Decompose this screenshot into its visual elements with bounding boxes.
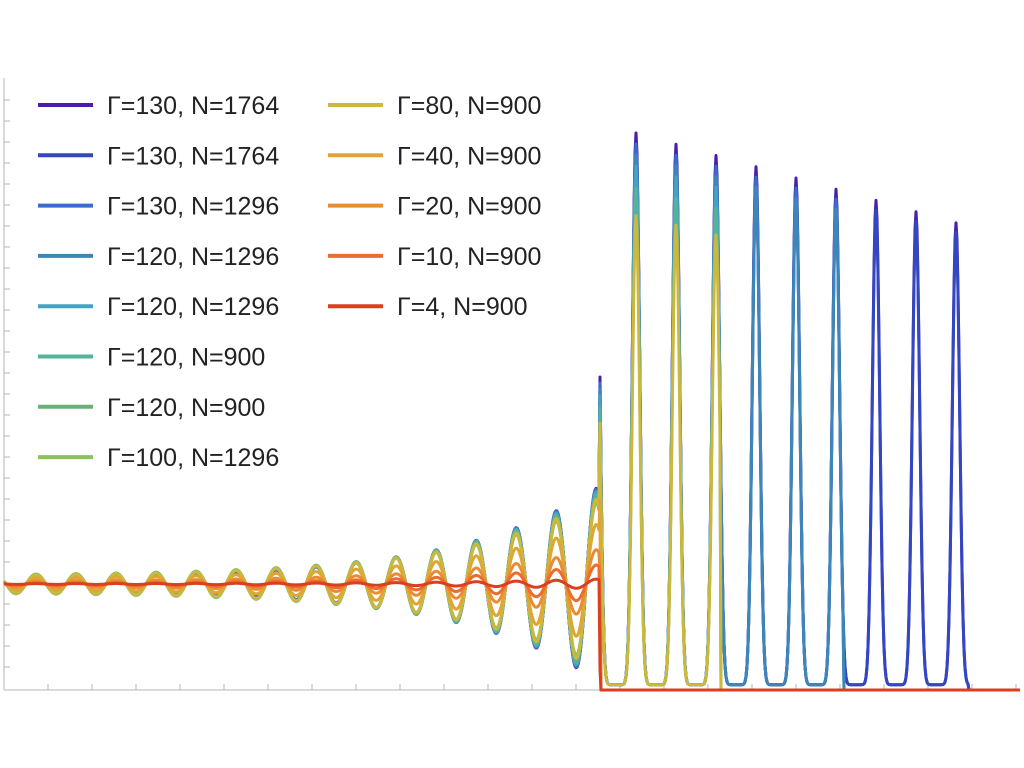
legend-item: Γ=80, N=900 [328, 92, 541, 120]
legend-label: Γ=130, N=1296 [107, 193, 279, 221]
legend-item: Γ=120, N=1296 [38, 293, 279, 321]
legend-label: Γ=120, N=1296 [107, 243, 279, 271]
legend-label: Γ=80, N=900 [397, 92, 541, 120]
legend-label: Γ=4, N=900 [397, 293, 528, 321]
legend-label: Γ=120, N=900 [107, 344, 265, 372]
legend-label: Γ=100, N=1296 [107, 444, 279, 472]
legend-item: Γ=10, N=900 [328, 243, 541, 271]
series-line [3, 577, 1021, 692]
legend-item: Γ=120, N=1296 [38, 243, 279, 271]
legend-label: Γ=20, N=900 [397, 193, 541, 221]
legend-item: Γ=120, N=900 [38, 394, 265, 422]
legend-label: Γ=120, N=900 [107, 394, 265, 422]
legend-item: Γ=130, N=1764 [38, 142, 279, 170]
legend-label: Γ=120, N=1296 [107, 293, 279, 321]
legend-item: Γ=130, N=1296 [38, 193, 279, 221]
legend-label: Γ=40, N=900 [397, 142, 541, 170]
legend-item: Γ=4, N=900 [328, 293, 528, 321]
legend-label: Γ=130, N=1764 [107, 142, 279, 170]
legend-item: Γ=20, N=900 [328, 193, 541, 221]
series-layer [2, 131, 1021, 692]
legend-item: Γ=130, N=1764 [38, 92, 279, 120]
legend-item: Γ=40, N=900 [328, 142, 541, 170]
y-axis-ticks [4, 99, 10, 668]
legend-label: Γ=10, N=900 [397, 243, 541, 271]
legend-item: Γ=100, N=1296 [38, 444, 279, 472]
legend-item: Γ=120, N=900 [38, 344, 265, 372]
legend-label: Γ=130, N=1764 [107, 92, 279, 120]
legend: Γ=130, N=1764 Γ=130, N=1764 Γ=130, N=1296 Γ… [38, 92, 541, 472]
